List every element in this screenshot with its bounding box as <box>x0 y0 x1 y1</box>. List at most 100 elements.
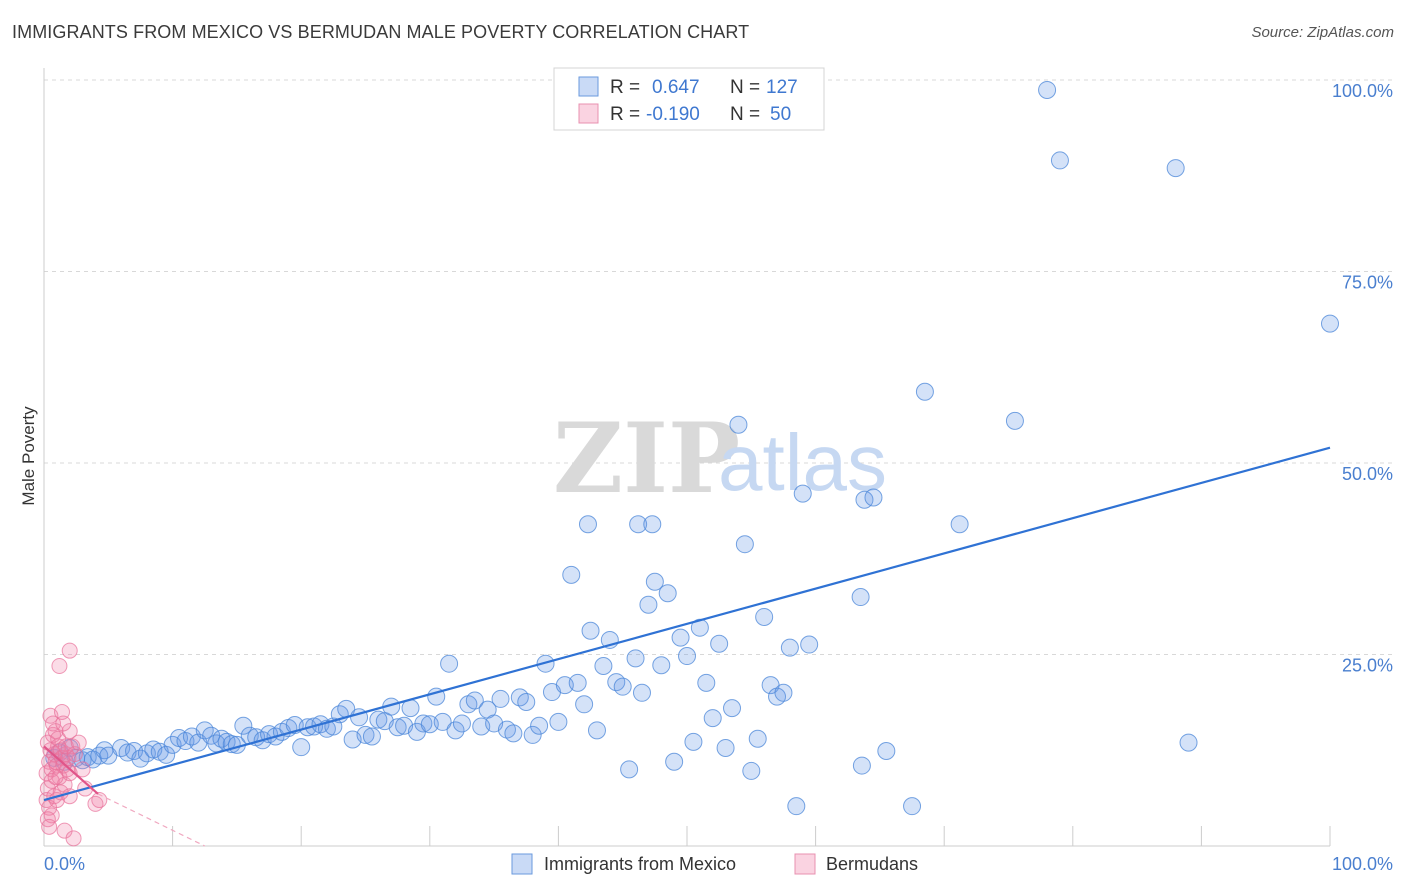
data-point-blue <box>665 752 684 771</box>
data-point-blue <box>690 618 709 637</box>
stats-r-value-1: 0.647 <box>652 77 700 98</box>
data-point-blue <box>607 673 626 692</box>
stats-r-label-1: R = <box>610 77 640 98</box>
legend-swatch-blue <box>511 853 533 875</box>
data-point-blue <box>639 595 658 614</box>
data-point-blue <box>903 797 922 816</box>
y-tick-label: 75.0% <box>1342 273 1393 293</box>
data-point-blue <box>491 689 510 708</box>
data-point-blue <box>212 729 231 748</box>
trend-line-pink <box>43 745 99 795</box>
x-tick-labels: 0.0% 100.0% <box>44 854 1393 874</box>
data-point-blue <box>433 712 452 731</box>
data-point-blue <box>530 716 549 735</box>
data-point-blue <box>703 709 722 728</box>
data-point-pink <box>47 769 64 786</box>
stats-n-value-1: 127 <box>766 77 798 98</box>
legend-label-blue: Immigrants from Mexico <box>544 854 736 874</box>
data-point-blue <box>562 565 581 584</box>
data-point-blue <box>729 415 748 434</box>
data-point-blue <box>362 727 381 746</box>
data-point-blue <box>710 634 729 653</box>
stats-swatch-pink <box>578 103 599 124</box>
data-point-blue <box>234 716 253 735</box>
y-tick-labels: 25.0% 50.0% 75.0% 100.0% <box>1332 81 1393 676</box>
stats-r-value-2: -0.190 <box>646 104 700 125</box>
data-point-blue <box>587 721 606 740</box>
data-point-blue <box>1038 80 1057 99</box>
gridlines <box>44 79 1392 655</box>
data-point-blue <box>697 673 716 692</box>
data-point-blue <box>793 484 812 503</box>
y-tick-label: 100.0% <box>1332 81 1393 101</box>
data-point-pink <box>74 761 91 778</box>
data-point-blue <box>851 588 870 607</box>
data-point-blue <box>440 654 459 673</box>
data-point-blue <box>716 738 735 757</box>
data-point-blue <box>735 535 754 554</box>
data-point-pink <box>51 657 68 674</box>
stats-r-label-2: R = <box>610 104 640 125</box>
y-tick-label: 25.0% <box>1342 656 1393 676</box>
data-point-pink <box>70 734 87 751</box>
trend-line-blue <box>43 446 1331 802</box>
chart-title: IMMIGRANTS FROM MEXICO VS BERMUDAN MALE … <box>12 22 750 42</box>
data-point-blue <box>755 607 774 626</box>
data-point-blue <box>632 683 651 702</box>
legend: Immigrants from Mexico Bermudans <box>511 853 918 875</box>
data-point-blue <box>780 638 799 657</box>
data-point-blue <box>748 729 767 748</box>
data-point-pink <box>41 818 58 835</box>
data-point-pink <box>54 703 71 720</box>
data-point-blue <box>852 756 871 775</box>
trend-lines <box>43 446 1331 847</box>
data-point-blue <box>1050 151 1069 170</box>
watermark-zip: ZIP <box>553 402 740 515</box>
data-point-blue <box>742 761 761 780</box>
axes <box>43 68 1331 847</box>
data-point-pink <box>61 642 78 659</box>
data-point-blue <box>950 515 969 534</box>
stats-n-label-1: N = <box>730 77 760 98</box>
data-point-blue <box>613 677 632 696</box>
data-point-blue <box>523 725 542 744</box>
data-point-blue <box>388 718 407 737</box>
data-point-blue <box>581 621 600 640</box>
data-point-blue <box>1321 314 1339 333</box>
data-point-pink <box>91 792 108 809</box>
legend-label-pink: Bermudans <box>826 854 918 874</box>
data-point-blue <box>356 725 375 744</box>
watermark-atlas: atlas <box>718 418 887 507</box>
data-point-blue <box>594 656 613 675</box>
data-point-blue <box>292 738 311 757</box>
data-point-blue <box>369 710 388 729</box>
stats-n-value-2: 50 <box>770 104 791 125</box>
x-tick-label: 100.0% <box>1332 854 1393 874</box>
data-point-blue <box>620 760 639 779</box>
data-point-blue <box>510 688 529 707</box>
watermark: ZIP atlas <box>553 402 887 515</box>
data-point-blue <box>864 488 883 507</box>
data-point-blue <box>465 691 484 710</box>
data-point-blue <box>684 732 703 751</box>
data-point-blue <box>446 721 465 740</box>
trend-line-pink-extension <box>97 793 206 847</box>
y-tick-label: 50.0% <box>1342 464 1393 484</box>
data-point-blue <box>1179 733 1198 752</box>
data-point-blue <box>626 649 645 668</box>
data-point-blue <box>671 628 690 647</box>
y-axis-title: Male Poverty <box>19 406 38 506</box>
data-point-blue <box>578 515 597 534</box>
data-point-pink <box>65 830 82 847</box>
data-point-blue <box>629 515 648 534</box>
data-point-blue <box>643 515 662 534</box>
data-point-blue <box>90 746 109 765</box>
data-point-blue <box>452 714 471 733</box>
data-point-blue <box>1166 159 1185 178</box>
data-point-pink <box>55 715 72 732</box>
legend-swatch-pink <box>794 853 816 875</box>
data-point-blue <box>575 695 594 714</box>
data-point-blue <box>678 647 696 666</box>
data-point-blue <box>877 742 896 761</box>
